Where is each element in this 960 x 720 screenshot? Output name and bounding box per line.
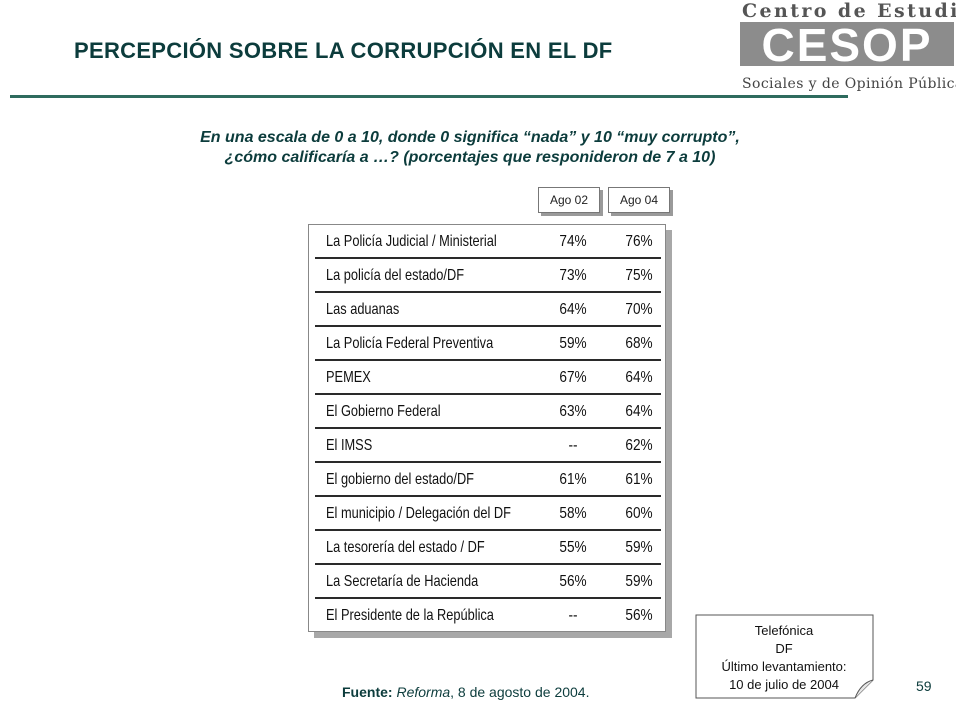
row-divider [315, 257, 661, 259]
survey-note-text: Telefónica DF Último levantamiento: 10 d… [695, 622, 873, 694]
row-divider [315, 427, 661, 429]
column-header-ago-02: Ago 02 [538, 187, 600, 213]
title-divider [10, 95, 848, 98]
note-line-3: Último levantamiento: [721, 659, 847, 674]
row-divider [315, 393, 661, 395]
note-line-1: Telefónica [754, 623, 814, 638]
value-ago-02: 74% [559, 233, 587, 250]
value-ago-04: 59% [625, 539, 653, 556]
page-number: 59 [916, 678, 932, 694]
value-ago-02: 56% [559, 573, 587, 590]
survey-note-callout [695, 614, 874, 699]
value-ago-04: 61% [625, 471, 653, 488]
results-table: La Policía Judicial / Ministerial 74% 76… [308, 224, 666, 632]
value-ago-04: 76% [625, 233, 653, 250]
value-ago-04: 75% [625, 267, 653, 284]
value-ago-04: 70% [625, 301, 653, 318]
logo-mark: CESOP [761, 19, 932, 71]
value-ago-02: 63% [559, 403, 587, 420]
row-label: La Policía Judicial / Ministerial [326, 233, 497, 250]
value-ago-04: 68% [625, 335, 653, 352]
table-row: La Policía Federal Preventiva 59% 68% [315, 327, 665, 361]
value-ago-04: 59% [625, 573, 653, 590]
row-label: El Presidente de la República [326, 607, 494, 624]
value-ago-02: 61% [559, 471, 587, 488]
source-date: , 8 de agosto de 2004. [450, 684, 590, 700]
table-row: El IMSS -- 62% [315, 429, 665, 463]
value-ago-02: 58% [559, 505, 587, 522]
table-row: El gobierno del estado/DF 61% 61% [315, 463, 665, 497]
value-ago-02: 59% [559, 335, 587, 352]
source-publication: Reforma [396, 684, 451, 700]
value-ago-02: 73% [559, 267, 587, 284]
cesop-logo: Centro de Estudios CESOP Sociales y de O… [740, 0, 956, 92]
table-row: La policía del estado/DF 73% 75% [315, 259, 665, 293]
row-divider [315, 291, 661, 293]
note-line-4: 10 de julio de 2004 [729, 677, 839, 692]
row-divider [315, 461, 661, 463]
logo-line2: Sociales y de Opinión Pública [742, 76, 956, 92]
table-row: El municipio / Delegación del DF 58% 60% [315, 497, 665, 531]
table-row: La Secretaría de Hacienda 56% 59% [315, 565, 665, 599]
row-label: La Policía Federal Preventiva [326, 335, 494, 352]
row-divider [315, 359, 661, 361]
row-label: Las aduanas [326, 301, 400, 318]
row-label: La Secretaría de Hacienda [326, 573, 479, 590]
row-divider [315, 325, 661, 327]
table-row: Las aduanas 64% 70% [315, 293, 665, 327]
row-label: El gobierno del estado/DF [326, 471, 474, 488]
source-label: Fuente: [342, 684, 393, 700]
row-label: PEMEX [326, 369, 371, 386]
row-divider [315, 529, 661, 531]
question-line-1: En una escala de 0 a 10, donde 0 signifi… [200, 129, 740, 146]
value-ago-02: 64% [559, 301, 587, 318]
row-label: La tesorería del estado / DF [326, 539, 485, 556]
note-line-2: DF [775, 641, 793, 656]
page-title: PERCEPCIÓN SOBRE LA CORRUPCIÓN EN EL DF [74, 38, 613, 63]
table-row: La Policía Judicial / Ministerial 74% 76… [315, 225, 665, 259]
table-row: El Presidente de la República -- 56% [315, 599, 665, 633]
survey-question: En una escala de 0 a 10, donde 0 signifi… [110, 128, 830, 168]
source-citation: Fuente: Reforma, 8 de agosto de 2004. [342, 684, 589, 700]
table-row: PEMEX 67% 64% [315, 361, 665, 395]
row-label: El IMSS [326, 437, 373, 454]
row-divider [315, 563, 661, 565]
value-ago-04: 60% [625, 505, 653, 522]
row-label: El municipio / Delegación del DF [326, 505, 511, 522]
table-row: El Gobierno Federal 63% 64% [315, 395, 665, 429]
row-divider [315, 597, 661, 599]
value-ago-02: 67% [559, 369, 587, 386]
logo-line1: Centro de Estudios [742, 0, 956, 22]
column-header-ago-04: Ago 04 [608, 187, 670, 213]
table-row: La tesorería del estado / DF 55% 59% [315, 531, 665, 565]
value-ago-04: 56% [625, 607, 653, 624]
value-ago-04: 64% [625, 403, 653, 420]
row-label: El Gobierno Federal [326, 403, 441, 420]
question-line-2: ¿cómo calificaría a …? (porcentajes que … [224, 149, 716, 166]
value-ago-02: 55% [559, 539, 587, 556]
row-divider [315, 495, 661, 497]
value-ago-04: 64% [625, 369, 653, 386]
value-ago-04: 62% [625, 437, 653, 454]
row-label: La policía del estado/DF [326, 267, 465, 284]
value-ago-02: -- [568, 607, 578, 624]
value-ago-02: -- [568, 437, 578, 454]
